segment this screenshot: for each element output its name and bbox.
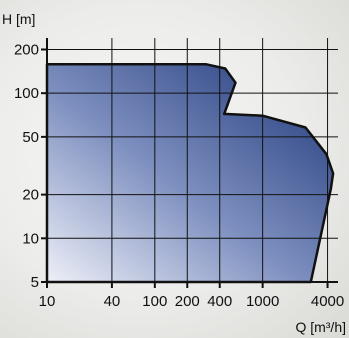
x-tick-label: 100	[142, 293, 167, 310]
y-tick-label: 10	[22, 230, 39, 247]
x-axis-label: Q [m³/h]	[295, 319, 346, 335]
x-tick-label: 1000	[246, 293, 279, 310]
x-tick-label: 40	[104, 293, 121, 310]
y-tick-label: 200	[14, 41, 39, 58]
y-tick-label: 5	[31, 274, 39, 291]
operating-range-area	[45, 63, 335, 284]
x-tick-label: 400	[207, 293, 232, 310]
x-tick-label: 200	[175, 293, 200, 310]
y-tick-label: 50	[22, 129, 39, 146]
y-axis-label: H [m]	[2, 11, 35, 27]
y-tick-label: 20	[22, 187, 39, 204]
x-tick-label: 10	[39, 293, 56, 310]
y-tick-label: 100	[14, 85, 39, 102]
x-tick-label: 4000	[311, 293, 344, 310]
